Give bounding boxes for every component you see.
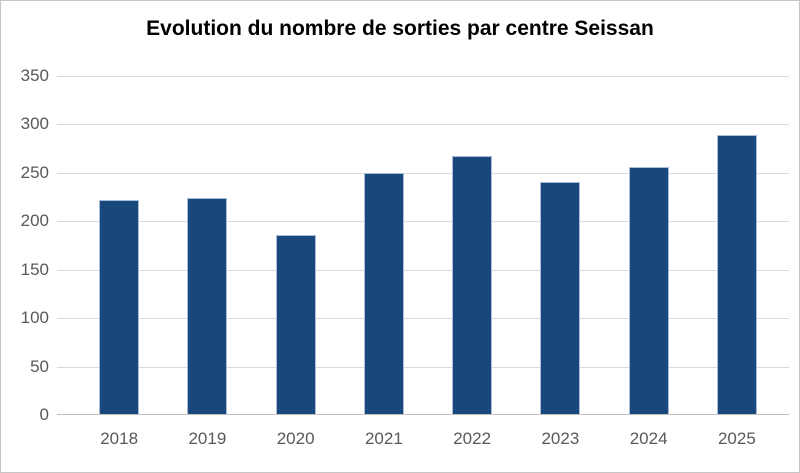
y-tick-label-250: 250 xyxy=(20,162,49,182)
gridline-300 xyxy=(57,124,789,126)
x-tick-label-2021: 2021 xyxy=(364,429,403,448)
x-axis-labels: 2018 2019 2020 2021 2022 2023 2024 2025 xyxy=(75,429,781,449)
gridline-50 xyxy=(57,366,789,368)
chart-title: Evolution du nombre de sorties par centr… xyxy=(146,17,654,40)
y-tick-label-100: 100 xyxy=(20,308,49,328)
gridline-100 xyxy=(57,318,789,320)
x-tick-label-2025: 2025 xyxy=(717,429,756,448)
x-tick-label-2018: 2018 xyxy=(100,429,139,448)
y-tick-label-200: 200 xyxy=(20,211,49,231)
bar-2019 xyxy=(187,198,228,414)
bar-slot-2022 xyxy=(428,76,516,414)
bar-2018 xyxy=(99,199,140,414)
gridline-200 xyxy=(57,221,789,223)
bar-slot-2024 xyxy=(605,76,693,414)
gridline-150 xyxy=(57,269,789,271)
bar-slot-2021 xyxy=(340,76,428,414)
y-tick-label-0: 0 xyxy=(39,405,49,424)
bar-2024 xyxy=(628,167,669,414)
x-tick-label-2019: 2019 xyxy=(188,429,227,448)
y-tick-label-50: 50 xyxy=(30,356,49,376)
plot-area xyxy=(57,76,789,415)
y-tick-label-350: 350 xyxy=(20,66,49,85)
gridline-250 xyxy=(57,172,789,174)
bar-2021 xyxy=(363,172,404,414)
bar-2022 xyxy=(452,156,493,414)
bar-slot-2023 xyxy=(516,76,604,414)
bar-slot-2025 xyxy=(693,76,781,414)
bar-2025 xyxy=(716,135,757,414)
y-axis-labels: 0 50 100 150 200 250 300 350 xyxy=(1,66,49,424)
y-tick-label-300: 300 xyxy=(20,114,49,134)
bar-slot-2020 xyxy=(252,76,340,414)
bar-slot-2018 xyxy=(75,76,163,414)
gridline-350 xyxy=(57,76,789,77)
bar-2023 xyxy=(540,181,581,414)
bar-2020 xyxy=(275,234,316,414)
x-tick-label-2022: 2022 xyxy=(453,429,492,448)
bar-slot-2019 xyxy=(163,76,251,414)
y-tick-label-150: 150 xyxy=(20,259,49,279)
x-tick-label-2023: 2023 xyxy=(541,429,580,448)
x-tick-label-2024: 2024 xyxy=(629,429,668,448)
bars-layer xyxy=(75,76,781,414)
x-tick-label-2020: 2020 xyxy=(276,429,315,448)
